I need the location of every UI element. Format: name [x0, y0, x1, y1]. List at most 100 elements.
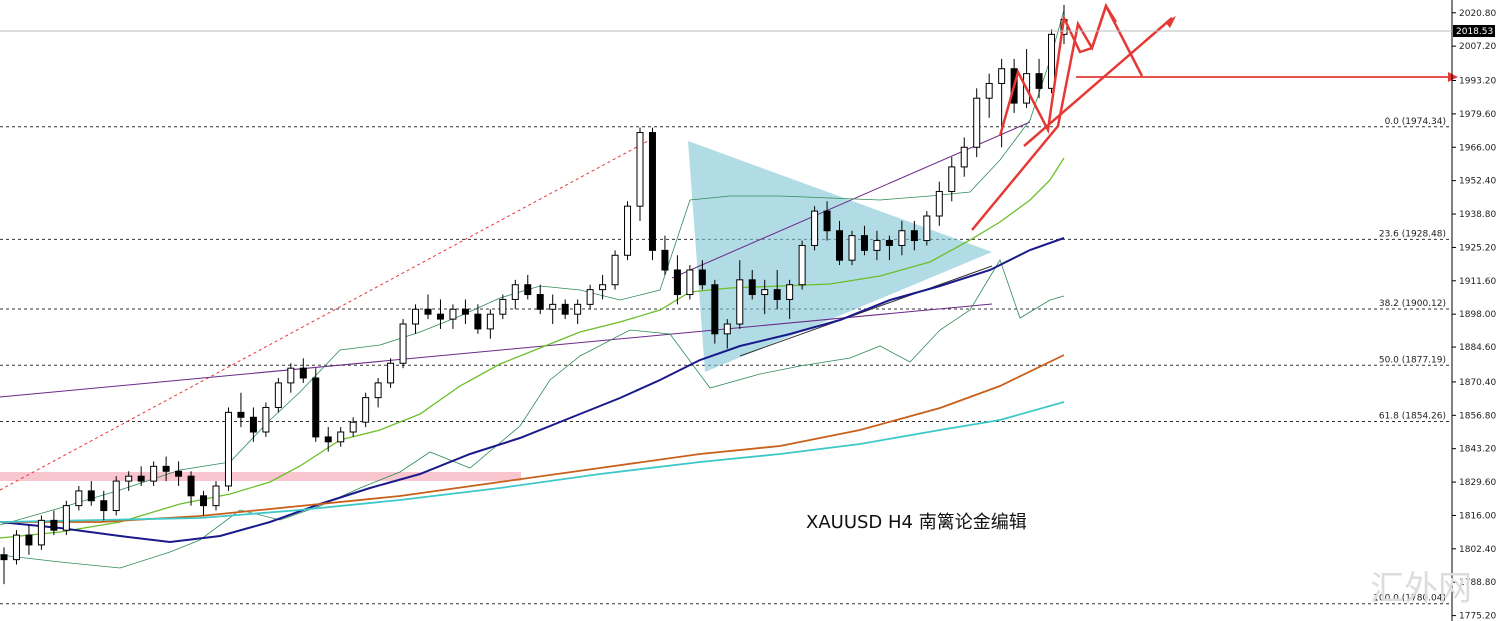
candle-up [574, 303, 582, 315]
candle-down [137, 475, 145, 482]
candle-up [599, 284, 607, 291]
candle-up [399, 323, 407, 364]
candle-up [736, 279, 744, 325]
candle-up [112, 480, 120, 512]
candle-up [1048, 33, 1056, 89]
projection-arrows [971, 2, 1458, 231]
candle-down [312, 377, 320, 438]
candle-down [249, 416, 257, 433]
y-tick-label: 1775.20 [1459, 612, 1496, 621]
candle-up [723, 323, 731, 335]
candle-up [212, 485, 220, 507]
candle-down [910, 230, 918, 242]
y-tick-label: 1829.60 [1459, 478, 1496, 488]
price-axis: 2020.80 2007.20 1993.20 1979.60 1966.00 1952.… [1451, 0, 1496, 621]
candle-down [187, 475, 195, 497]
y-tick-label: 1925.20 [1459, 243, 1496, 253]
y-tick-label: 1911.60 [1459, 277, 1496, 287]
candle-down [1035, 73, 1043, 89]
candle-down [773, 289, 781, 300]
candle-up [549, 303, 557, 310]
candle-down [100, 500, 108, 512]
candle-down [698, 269, 706, 286]
candle-up [848, 235, 856, 261]
candle-up [948, 166, 956, 192]
candle-down [524, 284, 532, 296]
candle-up [412, 308, 420, 325]
candle-up [224, 411, 232, 487]
ma-orange [0, 354, 1065, 523]
candle-up [262, 406, 270, 433]
triangle-lower-line [739, 265, 993, 357]
current-price-text: 2018.53 [1456, 27, 1493, 37]
candle-up [362, 397, 370, 423]
candle-down [748, 279, 756, 296]
bollinger-lower [0, 259, 1065, 569]
resistance-zone [0, 472, 521, 481]
y-tick-label: 1802.40 [1459, 545, 1496, 555]
candle-up [898, 230, 906, 246]
candle-up [624, 205, 632, 256]
candle-down [0, 554, 8, 561]
candle-up [449, 308, 457, 320]
candle-up [923, 215, 931, 242]
candle-up [125, 475, 133, 482]
candle-up [960, 146, 968, 168]
candle-up [337, 431, 345, 443]
candle-up [798, 244, 806, 286]
candle-down [711, 284, 719, 335]
candle-down [836, 230, 844, 261]
candle-up [486, 313, 494, 330]
candle-up [274, 382, 282, 408]
y-tick-label: 1993.20 [1459, 77, 1496, 87]
fib-label: 23.6 (1928.48) [1379, 229, 1446, 239]
channel-line-lower [0, 303, 993, 398]
candle-up [761, 289, 769, 296]
candle-up [998, 68, 1006, 84]
fib-label: 100.0 (1780.04) [1373, 594, 1446, 604]
candle-down [200, 495, 208, 507]
current-price-tag: 2018.53 [1453, 25, 1495, 37]
arrowhead-right [1448, 72, 1458, 82]
y-tick-label: 2020.80 [1459, 9, 1496, 19]
channel-line-upper [671, 121, 1031, 279]
candle-up [150, 465, 158, 482]
candle-down [561, 303, 569, 315]
candle-up [511, 284, 519, 300]
candle-up [973, 97, 981, 148]
candle-down [885, 240, 893, 246]
candlesticks [0, 4, 1068, 585]
candle-up [873, 240, 881, 251]
candle-up [12, 534, 20, 561]
candle-up [349, 421, 357, 433]
y-tick-label: 1856.80 [1459, 411, 1496, 421]
candle-up [636, 132, 644, 207]
candle-down [25, 534, 33, 546]
y-tick-label: 1870.40 [1459, 378, 1496, 388]
candle-down [860, 235, 868, 251]
candle-down [823, 210, 831, 232]
candle-up [37, 519, 45, 546]
candle-down [237, 411, 245, 418]
candle-up [586, 289, 594, 305]
candle-down [648, 132, 656, 251]
candle-down [50, 519, 58, 531]
fib-label: 61.8 (1854.26) [1379, 412, 1446, 422]
ma-cyan [0, 401, 1065, 523]
y-tick-label: 1938.80 [1459, 210, 1496, 220]
candle-up [62, 505, 70, 531]
fib-label: 38.2 (1900.12) [1379, 299, 1446, 309]
fib-label: 0.0 (1974.34) [1385, 117, 1446, 127]
arrowhead-up [1165, 16, 1176, 28]
candle-down [424, 308, 432, 315]
y-tick-label: 1898.00 [1459, 310, 1496, 320]
candle-down [474, 313, 482, 330]
candle-down [461, 308, 469, 315]
projection-line-up [1023, 17, 1173, 147]
ma-green [0, 157, 1065, 539]
candle-up [611, 254, 619, 286]
candle-down [436, 313, 444, 320]
candle-up [287, 367, 295, 384]
y-tick-label: 1884.60 [1459, 343, 1496, 353]
